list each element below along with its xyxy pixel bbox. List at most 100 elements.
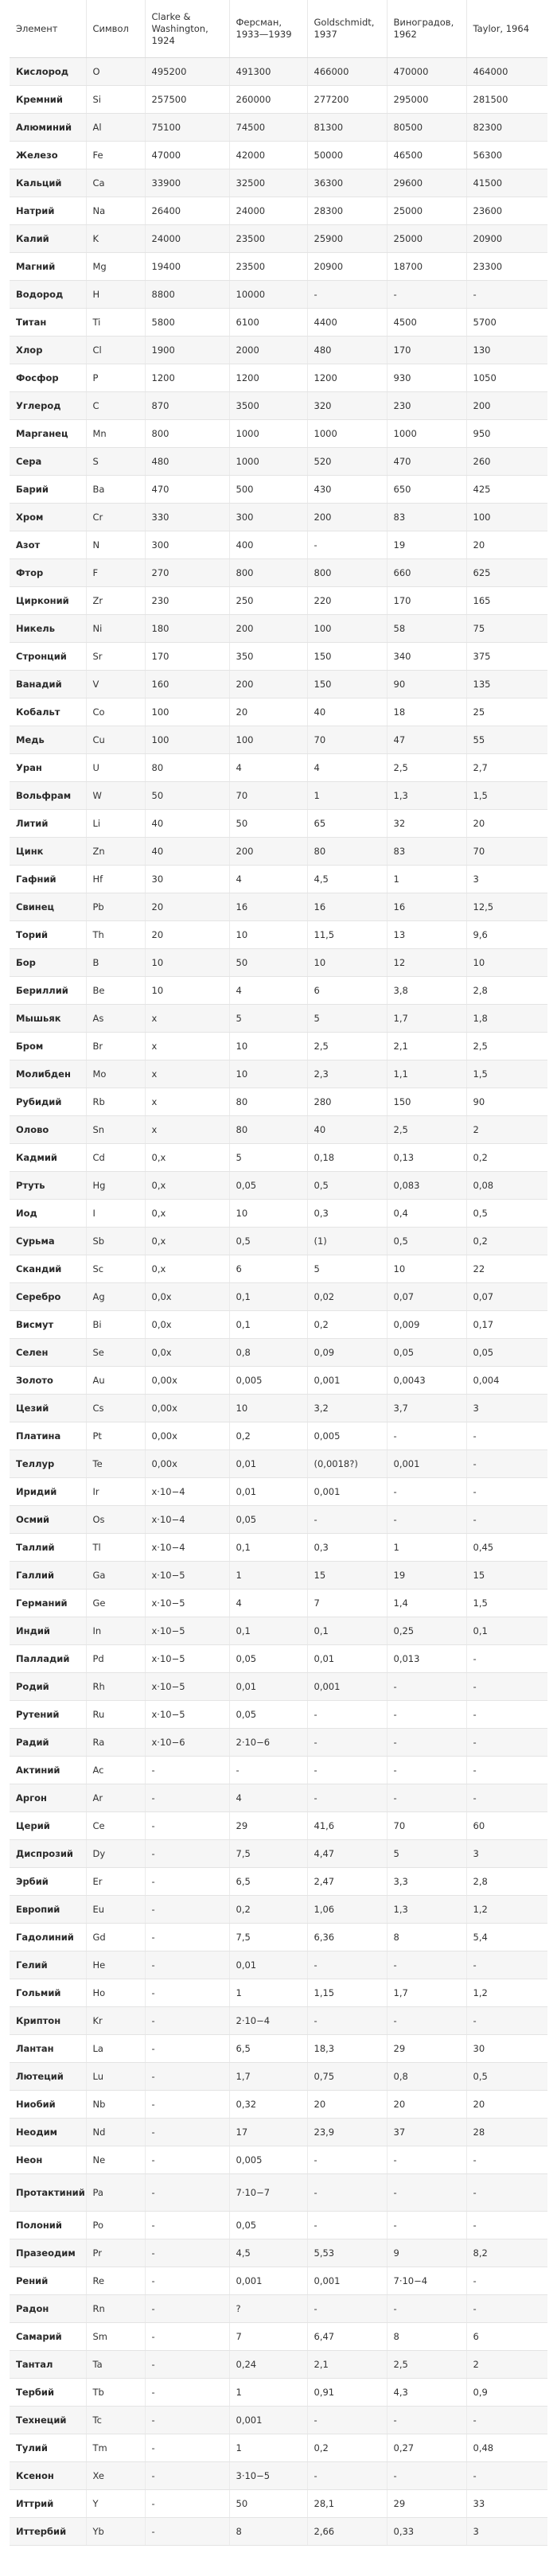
taylor-value-cell: 0,45 [466,1533,547,1562]
element-name-cell: Осмий [10,1505,87,1534]
taylor-value-cell: 0,07 [466,1282,547,1311]
fersman-value-cell: 5 [229,1143,308,1172]
element-name-cell: Европий [10,1895,87,1924]
fersman-value-cell: 1 [229,2434,308,2462]
clarke-washington-value-cell: - [145,2489,230,2518]
symbol-cell: Te [86,1449,146,1478]
clarke-washington-value-cell: 40 [145,809,230,838]
element-name-cell: Иттрий [10,2489,87,2518]
clarke-washington-value-cell: x·10−4 [145,1477,230,1506]
vinogradov-value-cell: - [387,1728,467,1757]
symbol-cell: Cr [86,503,146,531]
goldschmidt-value-cell: (0,0018?) [307,1449,388,1478]
table-row: Кадмий Cd 0,x 5 0,18 0,13 0,2 [10,1143,547,1172]
taylor-value-cell: 0,2 [466,1227,547,1255]
clarke-washington-value-cell: - [145,1979,230,2007]
taylor-value-cell: 1,2 [466,1979,547,2007]
element-name-cell: Натрий [10,197,87,225]
clarke-washington-value-cell: 0,00x [145,1422,230,1450]
fersman-value-cell: 0,24 [229,2350,308,2379]
clarke-washington-value-cell: - [145,1895,230,1924]
symbol-cell: Xe [86,2461,146,2490]
goldschmidt-value-cell: 18,3 [307,2034,388,2063]
taylor-value-cell: - [466,1756,547,1784]
vinogradov-value-cell: 0,013 [387,1644,467,1673]
table-row: Аргон Ar -4- - - [10,1784,547,1812]
table-row: Натрий Na 26400 24000 28300 25000 23600 [10,197,547,225]
goldschmidt-value-cell: 1 [307,781,388,810]
table-row: Алюминий Al 75100 74500 81300 80500 82300 [10,113,547,142]
goldschmidt-value-cell: 1,15 [307,1979,388,2007]
symbol-cell: Rh [86,1672,146,1701]
vinogradov-value-cell: - [387,1505,467,1534]
vinogradov-value-cell: 80500 [387,113,467,142]
table-row: Сера S 480 1000 520 470 260 [10,447,547,476]
symbol-cell: Mg [86,252,146,281]
taylor-value-cell: 0,9 [466,2378,547,2407]
table-row: Полоний Po -0,05- - - [10,2211,547,2239]
table-row: Кремний Si 257500 260000 277200 295000 281500 [10,85,547,114]
taylor-value-cell: - [466,2461,547,2490]
clarke-washington-value-cell: - [145,2322,230,2351]
table-row: Радий Ra x·10−6 2·10−6- - - [10,1728,547,1757]
taylor-value-cell: - [466,1700,547,1729]
taylor-value-cell: 82300 [466,113,547,142]
element-name-cell: Селен [10,1338,87,1367]
table-row: Стронций Sr 170 350 150 340 375 [10,642,547,671]
clarke-washington-value-cell: - [145,2173,230,2212]
symbol-cell: Gd [86,1923,146,1951]
vinogradov-value-cell: 470 [387,447,467,476]
taylor-value-cell: 2 [466,2350,547,2379]
clarke-washington-value-cell: 8800 [145,280,230,309]
goldschmidt-value-cell: 800 [307,558,388,587]
symbol-cell: Ar [86,1784,146,1812]
taylor-value-cell: - [466,1951,547,1979]
vinogradov-value-cell: - [387,280,467,309]
fersman-value-cell: 0,01 [229,1951,308,1979]
fersman-value-cell: 491300 [229,57,308,86]
abundance-table-container: Элемент Символ Clarke & Washington, 1924… [10,0,547,2546]
vinogradov-value-cell: 1 [387,865,467,893]
vinogradov-value-cell: 0,25 [387,1617,467,1645]
table-row: Кислород O 495200 491300 466000 470000 464000 [10,57,547,86]
clarke-washington-value-cell: 40 [145,837,230,866]
goldschmidt-value-cell: 520 [307,447,388,476]
vinogradov-value-cell: - [387,2406,467,2434]
taylor-value-cell: 2,5 [466,1032,547,1060]
element-name-cell: Родий [10,1672,87,1701]
element-name-cell: Неодим [10,2118,87,2146]
table-row: Калий K 24000 23500 25900 25000 20900 [10,224,547,253]
table-row: Рений Re -0,001 0,001 7·10−4- [10,2267,547,2295]
symbol-cell: Si [86,85,146,114]
element-name-cell: Железо [10,141,87,169]
taylor-value-cell: 20 [466,531,547,559]
symbol-cell: N [86,531,146,559]
fersman-value-cell: 1200 [229,364,308,392]
taylor-value-cell: - [466,2211,547,2239]
goldschmidt-value-cell: 4,5 [307,865,388,893]
element-name-cell: Цинк [10,837,87,866]
taylor-value-cell: 8,2 [466,2239,547,2267]
table-row: Лютеций Lu -1,7 0,75 0,8 0,5 [10,2062,547,2091]
element-name-cell: Углерод [10,391,87,420]
fersman-value-cell: 0,1 [229,1282,308,1311]
taylor-value-cell: 3 [466,1839,547,1868]
table-row: Азот N 300 400-19 20 [10,531,547,559]
taylor-value-cell: 9,6 [466,920,547,949]
element-name-cell: Марганец [10,419,87,448]
goldschmidt-value-cell: 20 [307,2090,388,2119]
taylor-value-cell: 6 [466,2322,547,2351]
fersman-value-cell: 4 [229,1589,308,1617]
goldschmidt-value-cell: 1200 [307,364,388,392]
symbol-cell: Ho [86,1979,146,2007]
table-row: Гольмий Ho -1 1,15 1,7 1,2 [10,1979,547,2007]
fersman-value-cell: 10 [229,1394,308,1422]
vinogradov-value-cell: 13 [387,920,467,949]
symbol-cell: Al [86,113,146,142]
element-name-cell: Неон [10,2146,87,2174]
vinogradov-value-cell: 8 [387,1923,467,1951]
goldschmidt-value-cell: 0,75 [307,2062,388,2091]
fersman-value-cell: 0,1 [229,1310,308,1339]
vinogradov-value-cell: 4,3 [387,2378,467,2407]
vinogradov-value-cell: 3,7 [387,1394,467,1422]
